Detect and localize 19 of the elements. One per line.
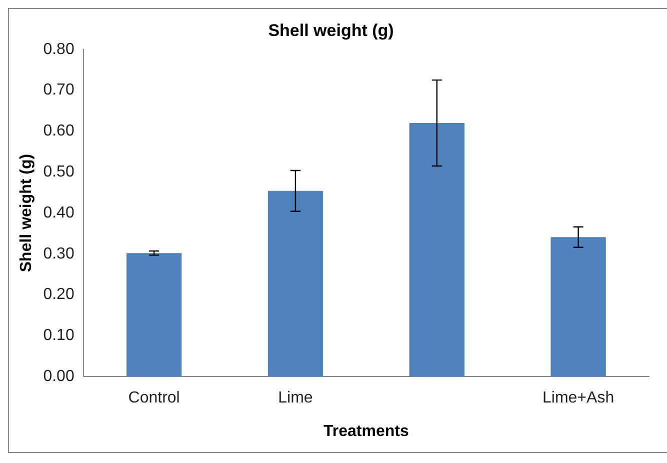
chart-title: Shell weight (g) xyxy=(268,20,394,40)
x-tick-label: Lime xyxy=(278,390,313,407)
y-tick-label: 0.20 xyxy=(43,286,74,304)
x-tick-label: Control xyxy=(128,390,180,407)
y-tick-label: 0.60 xyxy=(43,122,74,140)
y-tick-label: 0.00 xyxy=(43,368,74,386)
y-axis-title: Shell weight (g) xyxy=(18,154,36,272)
x-tick-label: Lime+Ash xyxy=(542,390,614,407)
y-tick-label: 0.40 xyxy=(43,204,74,222)
y-tick-label: 0.30 xyxy=(43,245,74,262)
y-tick-label: 0.10 xyxy=(43,327,74,344)
bar xyxy=(550,237,606,377)
bar xyxy=(126,253,182,377)
bar xyxy=(268,190,324,377)
y-tick-label: 0.80 xyxy=(43,40,74,58)
y-tick-label: 0.70 xyxy=(43,82,74,99)
bar xyxy=(409,123,464,377)
y-tick-label: 0.50 xyxy=(43,164,74,181)
x-axis-title: Treatments xyxy=(323,422,409,440)
